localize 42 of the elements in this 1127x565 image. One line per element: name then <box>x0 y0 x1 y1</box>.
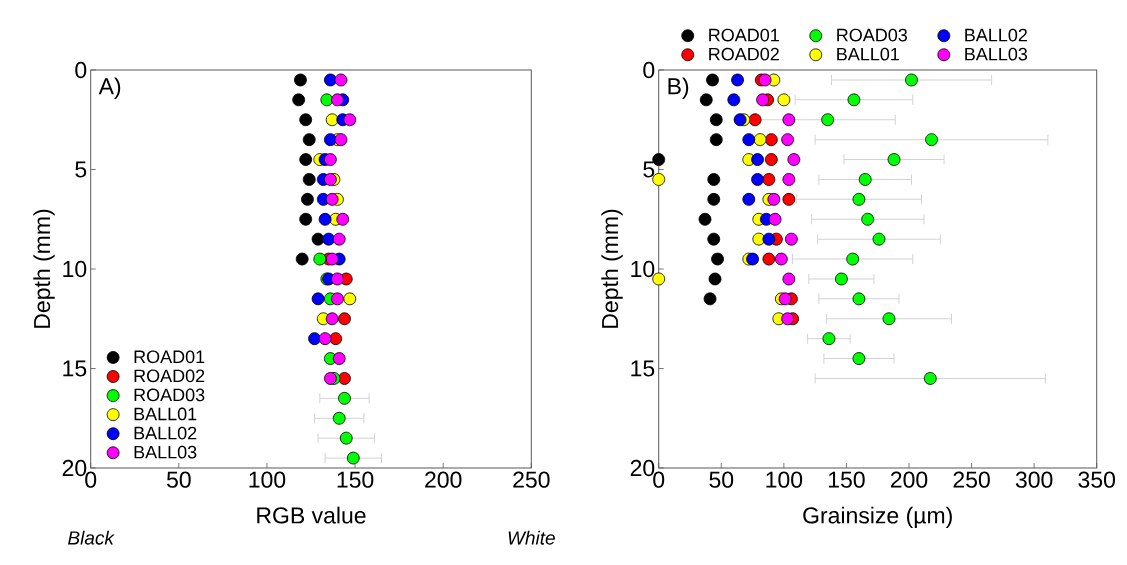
text: Black <box>68 530 115 545</box>
x-tick-label: 50 <box>709 471 734 488</box>
x-tick-label: 300 <box>1015 471 1053 488</box>
annotation: A) <box>98 77 121 99</box>
x-tick-label: 100 <box>249 471 286 488</box>
legend-label: BALL03 <box>134 445 197 459</box>
x-axis-title: RGB value <box>257 506 366 524</box>
x-tick-label: 250 <box>953 471 990 488</box>
y-tick-label: 15 <box>63 360 87 377</box>
legend-label: BALL02 <box>134 426 197 440</box>
legend-label: ROAD01 <box>709 28 779 42</box>
text: White <box>508 530 555 545</box>
y-tick-label: 15 <box>631 360 655 377</box>
legend-label: ROAD02 <box>134 369 205 383</box>
x-tick-label: 200 <box>890 471 928 488</box>
y-tick-label: 5 <box>75 161 87 178</box>
y-tick-label: 0 <box>643 61 655 79</box>
legend-label: BALL01 <box>837 47 899 61</box>
legend-label: BALL02 <box>965 28 1027 42</box>
x-axis-title: Grainsize (µm) <box>803 506 952 529</box>
y-tick-label: 20 <box>630 459 655 477</box>
legend-label: ROAD03 <box>837 28 908 42</box>
x-tick-label: 150 <box>337 471 374 488</box>
legend-label: ROAD02 <box>709 47 779 61</box>
x-tick-label: 250 <box>513 471 550 488</box>
legend-label: ROAD03 <box>134 388 205 402</box>
x-tick-label: 100 <box>766 471 803 488</box>
y-axis-title: Depth (mm) <box>33 209 55 328</box>
x-tick-label: 350 <box>1078 471 1115 488</box>
x-tick-label: 150 <box>828 471 865 488</box>
y-tick-label: 10 <box>631 260 655 278</box>
legend-label: ROAD01 <box>134 350 205 364</box>
x-tick-label: 50 <box>166 471 191 488</box>
y-tick-label: 10 <box>63 260 87 278</box>
x-tick-label: 200 <box>425 471 462 488</box>
legend-label: BALL01 <box>134 407 197 421</box>
y-tick-label: 20 <box>62 459 87 477</box>
annotation: B) <box>668 77 689 99</box>
y-axis-title: Depth (mm) <box>601 209 623 328</box>
legend-label: BALL03 <box>965 47 1028 61</box>
y-tick-label: 5 <box>643 161 655 178</box>
y-tick-label: 0 <box>75 61 87 79</box>
